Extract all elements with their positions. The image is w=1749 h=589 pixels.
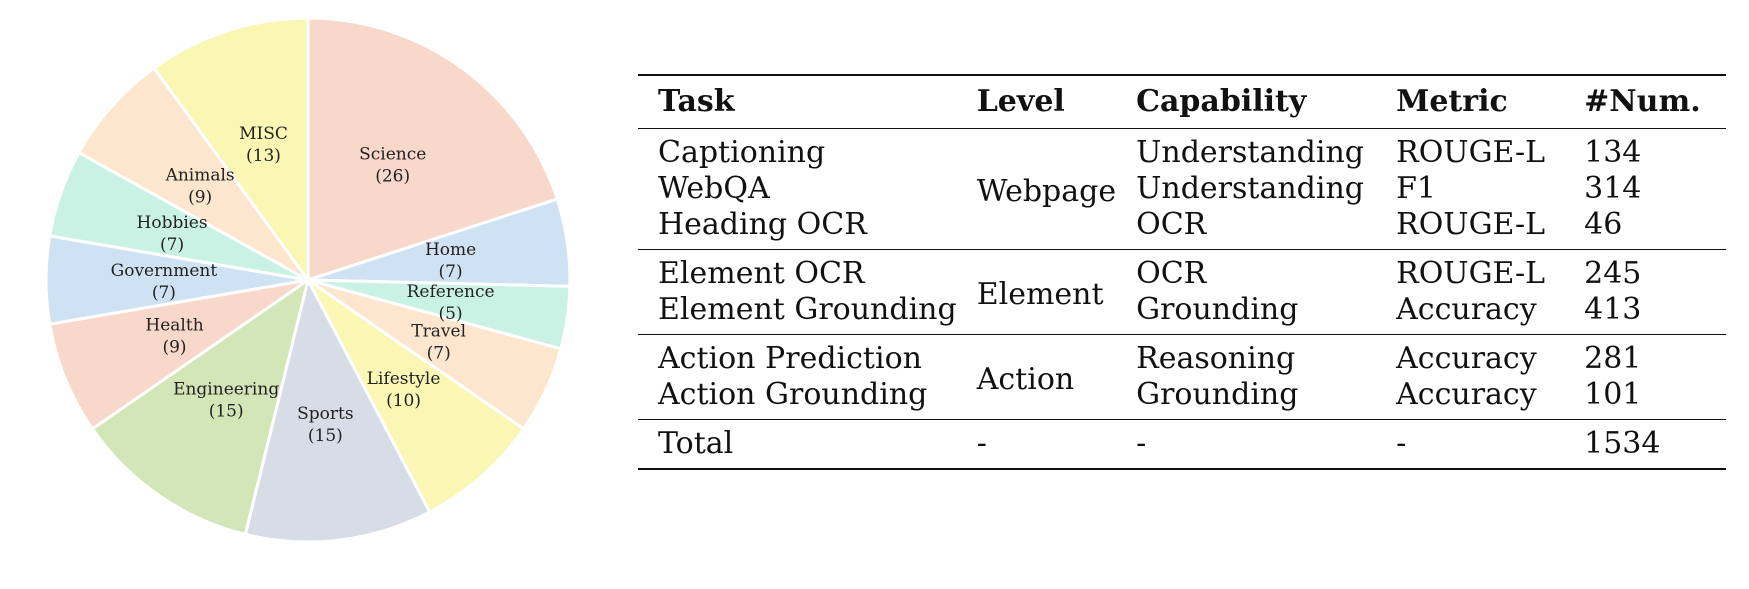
pie-count-misc: (13) [246, 146, 281, 166]
cell-capability: Grounding [1136, 292, 1299, 327]
pie-count-sports: (15) [308, 426, 343, 446]
group-webpage: Captioning Webpage Understanding ROUGE-L… [638, 129, 1726, 250]
table-row: Captioning Webpage Understanding ROUGE-L… [638, 129, 1726, 209]
pie-label-health: Health [145, 315, 203, 335]
table-row: Element OCR Element OCR ROUGE-L 245 [638, 250, 1726, 312]
table-row: Heading OCR OCR ROUGE-L 46 [638, 207, 1726, 250]
cell-level: Action [976, 362, 1075, 397]
total-row: Total - - - 1534 [638, 420, 1726, 470]
cell-task: Element Grounding [658, 292, 957, 327]
pie-label-home: Home [425, 240, 476, 260]
cell-metric: ROUGE-L [1396, 135, 1546, 170]
pie-slice-misc [151, 16, 310, 285]
group-total: Total - - - 1534 [638, 420, 1726, 470]
pie-label-engineering: Engineering [173, 380, 279, 400]
pie-count-health: (9) [162, 337, 186, 357]
pie-slice-animals [76, 65, 310, 282]
pie-count-reference: (5) [439, 304, 463, 324]
cell-metric: Accuracy [1396, 292, 1537, 327]
cell-capability: - [1136, 426, 1147, 461]
header-task: Task [658, 84, 735, 119]
pie-label-sports: Sports [297, 404, 353, 424]
task-table: Task Level Capability Metric #Num. Capti… [638, 74, 1726, 470]
pie-slice-engineering [90, 276, 311, 537]
pie-count-home: (7) [439, 262, 463, 282]
cell-level: - [976, 426, 987, 461]
table-header: Task Level Capability Metric #Num. [638, 75, 1726, 129]
pie-label-hobbies: Hobbies [137, 213, 208, 233]
cell-level: Webpage [976, 174, 1117, 209]
cell-task: Action Prediction [658, 341, 922, 376]
pie-label-lifestyle: Lifestyle [367, 369, 441, 389]
pie-count-engineering: (15) [209, 402, 244, 422]
cell-num: 101 [1584, 377, 1642, 412]
pie-label-animals: Animals [165, 165, 235, 185]
cell-task: WebQA [658, 171, 770, 206]
cell-capability: Understanding [1136, 135, 1364, 170]
pie-count-science: (26) [375, 166, 410, 186]
cell-num: 314 [1584, 171, 1642, 206]
group-element: Element OCR Element OCR ROUGE-L 245 Elem… [638, 250, 1726, 335]
cell-capability: Grounding [1136, 377, 1299, 412]
pie-slice-lifestyle [306, 278, 526, 515]
pie-count-government: (7) [152, 283, 176, 303]
cell-task: Captioning [658, 135, 826, 170]
cell-num: 46 [1584, 207, 1623, 242]
table-row: Action Prediction Action Reasoning Accur… [638, 335, 1726, 397]
table-row: Element Grounding Grounding Accuracy 413 [638, 292, 1726, 335]
header-capability: Capability [1136, 84, 1307, 119]
cell-task: Heading OCR [658, 207, 867, 242]
cell-task: Element OCR [658, 256, 865, 291]
cell-num: 413 [1584, 292, 1642, 327]
cell-num: 281 [1584, 341, 1642, 376]
cell-task: Total [658, 426, 734, 461]
pie-chart-svg: Science(26)Home(7)Reference(5)Travel(7)L… [44, 16, 572, 544]
category-pie-chart: Science (26) Home (7) Reference (5) Travel (7) L… [0, 0, 640, 589]
cell-num: 245 [1584, 256, 1642, 291]
cell-task: Action Grounding [658, 377, 928, 412]
cell-level: Element [976, 277, 1104, 312]
cell-metric: - [1396, 426, 1407, 461]
pie-label-science: Science [359, 144, 426, 164]
cell-num: 1534 [1584, 426, 1661, 461]
cell-metric: ROUGE-L [1396, 207, 1546, 242]
cell-metric: Accuracy [1396, 341, 1537, 376]
header-num: #Num. [1584, 84, 1701, 119]
cell-capability: OCR [1136, 207, 1207, 242]
table-row: Action Grounding Grounding Accuracy 101 [638, 377, 1726, 420]
header-metric: Metric [1396, 84, 1508, 119]
pie-slice-sports [243, 275, 432, 544]
pie-label-travel: Travel [411, 322, 466, 342]
pie-label-misc: MISC [239, 124, 288, 144]
cell-metric: F1 [1396, 171, 1437, 206]
header-level: Level [976, 84, 1065, 119]
pie-count-hobbies: (7) [160, 235, 184, 255]
pie-slice-science [306, 16, 560, 283]
table-row: WebQA Understanding F1 314 [638, 171, 1726, 207]
pie-slice-health [48, 278, 309, 431]
task-table-container: Task Level Capability Metric #Num. Capti… [638, 74, 1726, 470]
cell-metric: Accuracy [1396, 377, 1537, 412]
cell-num: 134 [1584, 135, 1642, 170]
pie-label-reference: Reference [407, 282, 495, 302]
pie-label-government: Government [111, 261, 218, 281]
pie-count-travel: (7) [427, 344, 451, 364]
cell-capability: Reasoning [1136, 341, 1296, 376]
group-action: Action Prediction Action Reasoning Accur… [638, 335, 1726, 420]
cell-capability: Understanding [1136, 171, 1364, 206]
cell-metric: ROUGE-L [1396, 256, 1546, 291]
pie-count-animals: (9) [188, 187, 212, 207]
pie-count-lifestyle: (10) [386, 391, 421, 411]
cell-capability: OCR [1136, 256, 1207, 291]
